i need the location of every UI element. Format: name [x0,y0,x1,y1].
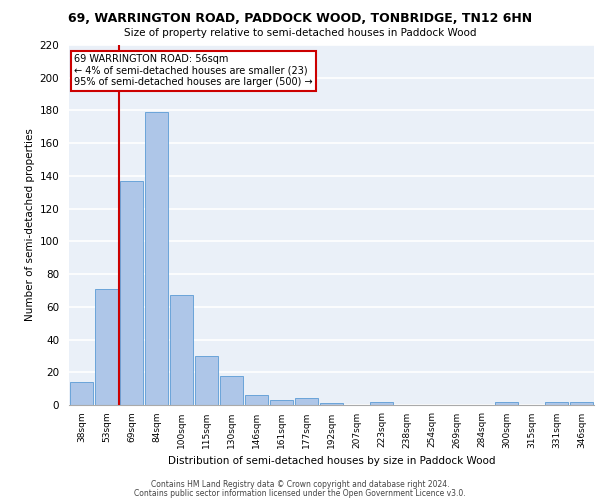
Bar [170,296,193,405]
Bar [220,376,243,405]
Bar [245,395,268,405]
Text: Contains HM Land Registry data © Crown copyright and database right 2024.: Contains HM Land Registry data © Crown c… [151,480,449,489]
Text: Size of property relative to semi-detached houses in Paddock Wood: Size of property relative to semi-detach… [124,28,476,38]
Bar [270,400,293,405]
Y-axis label: Number of semi-detached properties: Number of semi-detached properties [25,128,35,322]
Bar [195,356,218,405]
Bar [320,404,343,405]
Bar [120,181,143,405]
X-axis label: Distribution of semi-detached houses by size in Paddock Wood: Distribution of semi-detached houses by … [168,456,495,466]
Text: 69 WARRINGTON ROAD: 56sqm
← 4% of semi-detached houses are smaller (23)
95% of s: 69 WARRINGTON ROAD: 56sqm ← 4% of semi-d… [74,54,313,87]
Bar [145,112,168,405]
Bar [545,402,568,405]
Bar [95,289,118,405]
Bar [70,382,93,405]
Bar [570,402,593,405]
Text: Contains public sector information licensed under the Open Government Licence v3: Contains public sector information licen… [134,488,466,498]
Bar [295,398,318,405]
Text: 69, WARRINGTON ROAD, PADDOCK WOOD, TONBRIDGE, TN12 6HN: 69, WARRINGTON ROAD, PADDOCK WOOD, TONBR… [68,12,532,26]
Bar [495,402,518,405]
Bar [370,402,393,405]
